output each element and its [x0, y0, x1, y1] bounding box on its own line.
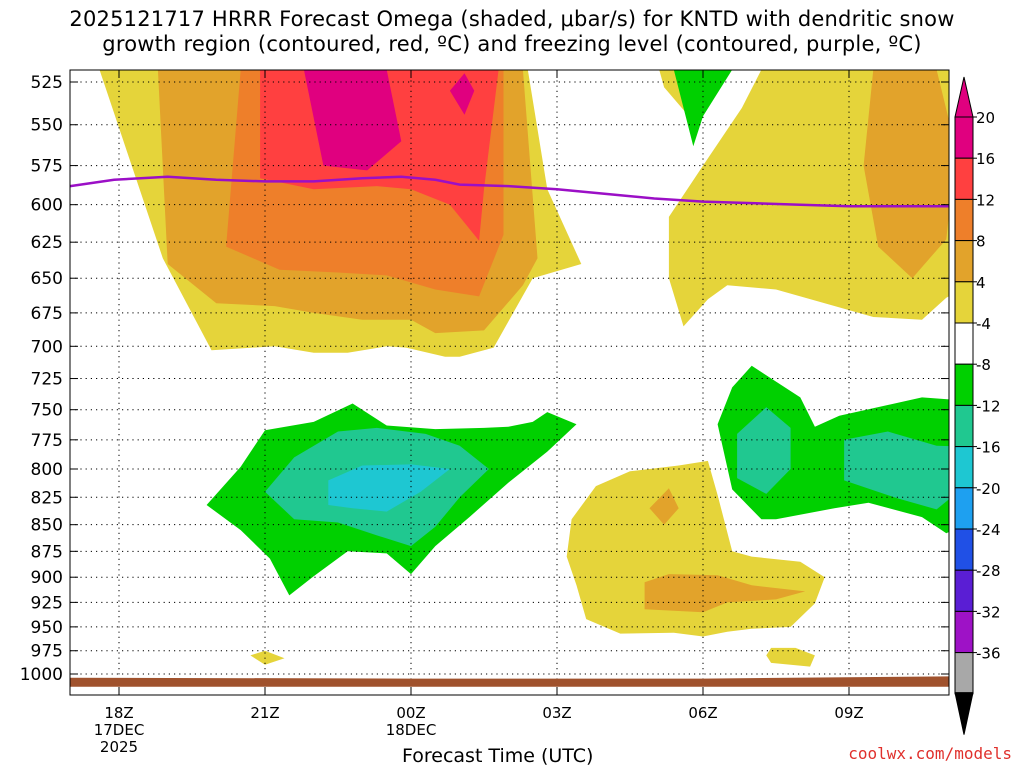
omega-region-4 — [668, 70, 949, 327]
freezing-level-line — [70, 175, 949, 208]
colorbar-label: 20 — [976, 109, 995, 127]
omega-region-4 — [766, 647, 815, 667]
y-tick-label: 850 — [31, 516, 63, 536]
y-tick-label: 925 — [31, 593, 63, 613]
y-tick-label: 575 — [31, 157, 63, 177]
x-tick-date: 17DEC — [94, 721, 145, 739]
colorbar-label: -28 — [976, 562, 1001, 580]
terrain-fill — [70, 676, 949, 687]
colorbar-swatch — [954, 240, 974, 283]
colorbar-label: -36 — [976, 645, 1001, 663]
y-tick-label: 725 — [31, 370, 63, 390]
omega-region-neg8 — [737, 407, 791, 494]
y-tick-label: 525 — [31, 73, 63, 93]
colorbar-swatch — [954, 404, 974, 448]
colorbar-swatch — [954, 569, 974, 612]
colorbar-swatch — [954, 363, 974, 406]
omega-region-neg12 — [328, 464, 450, 512]
y-tick-label: 800 — [31, 460, 63, 480]
x-tick-label: 09Z — [834, 704, 863, 722]
colorbar-swatch — [954, 652, 974, 695]
y-tick-label: 600 — [31, 196, 63, 216]
omega-region-8 — [649, 488, 679, 525]
colorbar-swatch — [954, 157, 974, 200]
x-axis-label: Forecast Time (UTC) — [402, 745, 594, 767]
colorbar-swatch — [954, 610, 974, 654]
x-tick-label: 18Z — [104, 704, 133, 722]
colorbar-label: -32 — [976, 603, 1001, 621]
colorbar-label: -12 — [976, 397, 1001, 415]
colorbar-swatch — [954, 281, 974, 324]
x-tick-date: 18DEC — [386, 721, 437, 739]
y-tick-label: 825 — [31, 488, 63, 508]
colorbar-swatch — [954, 322, 974, 365]
credit-text: coolwx.com/models — [848, 744, 1012, 763]
x-tick-label: 00Z — [396, 704, 425, 722]
omega-region-8 — [863, 70, 949, 279]
colorbar-label: 12 — [976, 191, 995, 209]
colorbar-label: -20 — [976, 480, 1001, 498]
y-tick-label: 675 — [31, 304, 63, 324]
plot-frame — [69, 69, 950, 696]
y-tick-label: 650 — [31, 269, 63, 289]
x-tick-label: 03Z — [542, 704, 571, 722]
colorbar-swatch — [954, 487, 974, 530]
colorbar-label: 4 — [976, 274, 986, 292]
y-tick-label: 625 — [31, 233, 63, 253]
colorbar-label: -4 — [976, 315, 991, 333]
x-tick-label: 06Z — [688, 704, 717, 722]
omega-shading — [70, 70, 949, 695]
y-tick-label: 1000 — [20, 665, 63, 685]
colorbar-swatch — [954, 446, 974, 489]
colorbar-label: 8 — [976, 233, 986, 251]
y-tick-label: 550 — [31, 116, 63, 136]
y-tick-label: 875 — [31, 542, 63, 562]
omega-region-4 — [250, 650, 285, 665]
omega-region-20 — [303, 70, 402, 171]
y-tick-label: 900 — [31, 568, 63, 588]
x-tick-label: 21Z — [250, 704, 279, 722]
y-tick-label: 975 — [31, 642, 63, 662]
chart-title-line2: growth region (contoured, red, ºC) and f… — [102, 32, 922, 56]
colorbar-label: -16 — [976, 439, 1001, 457]
y-tick-label: 775 — [31, 431, 63, 451]
colorbar-label: -24 — [976, 521, 1001, 539]
colorbar-arrow-top — [954, 76, 974, 118]
chart-title-line1: 2025121717 HRRR Forecast Omega (shaded, … — [69, 7, 955, 31]
y-tick-label: 700 — [31, 337, 63, 357]
colorbar-arrow-bottom — [954, 692, 974, 735]
colorbar-swatch — [954, 116, 974, 159]
omega-region-neg4 — [673, 70, 733, 147]
colorbar-label: -8 — [976, 356, 991, 374]
colorbar-swatch — [954, 528, 974, 571]
omega-region-20 — [449, 73, 475, 115]
colorbar-swatch — [954, 198, 974, 242]
y-tick-label: 950 — [31, 618, 63, 638]
x-tick-year: 2025 — [100, 738, 138, 756]
y-tick-label: 750 — [31, 401, 63, 421]
colorbar-label: 16 — [976, 150, 995, 168]
omega-region-neg8 — [844, 431, 949, 510]
